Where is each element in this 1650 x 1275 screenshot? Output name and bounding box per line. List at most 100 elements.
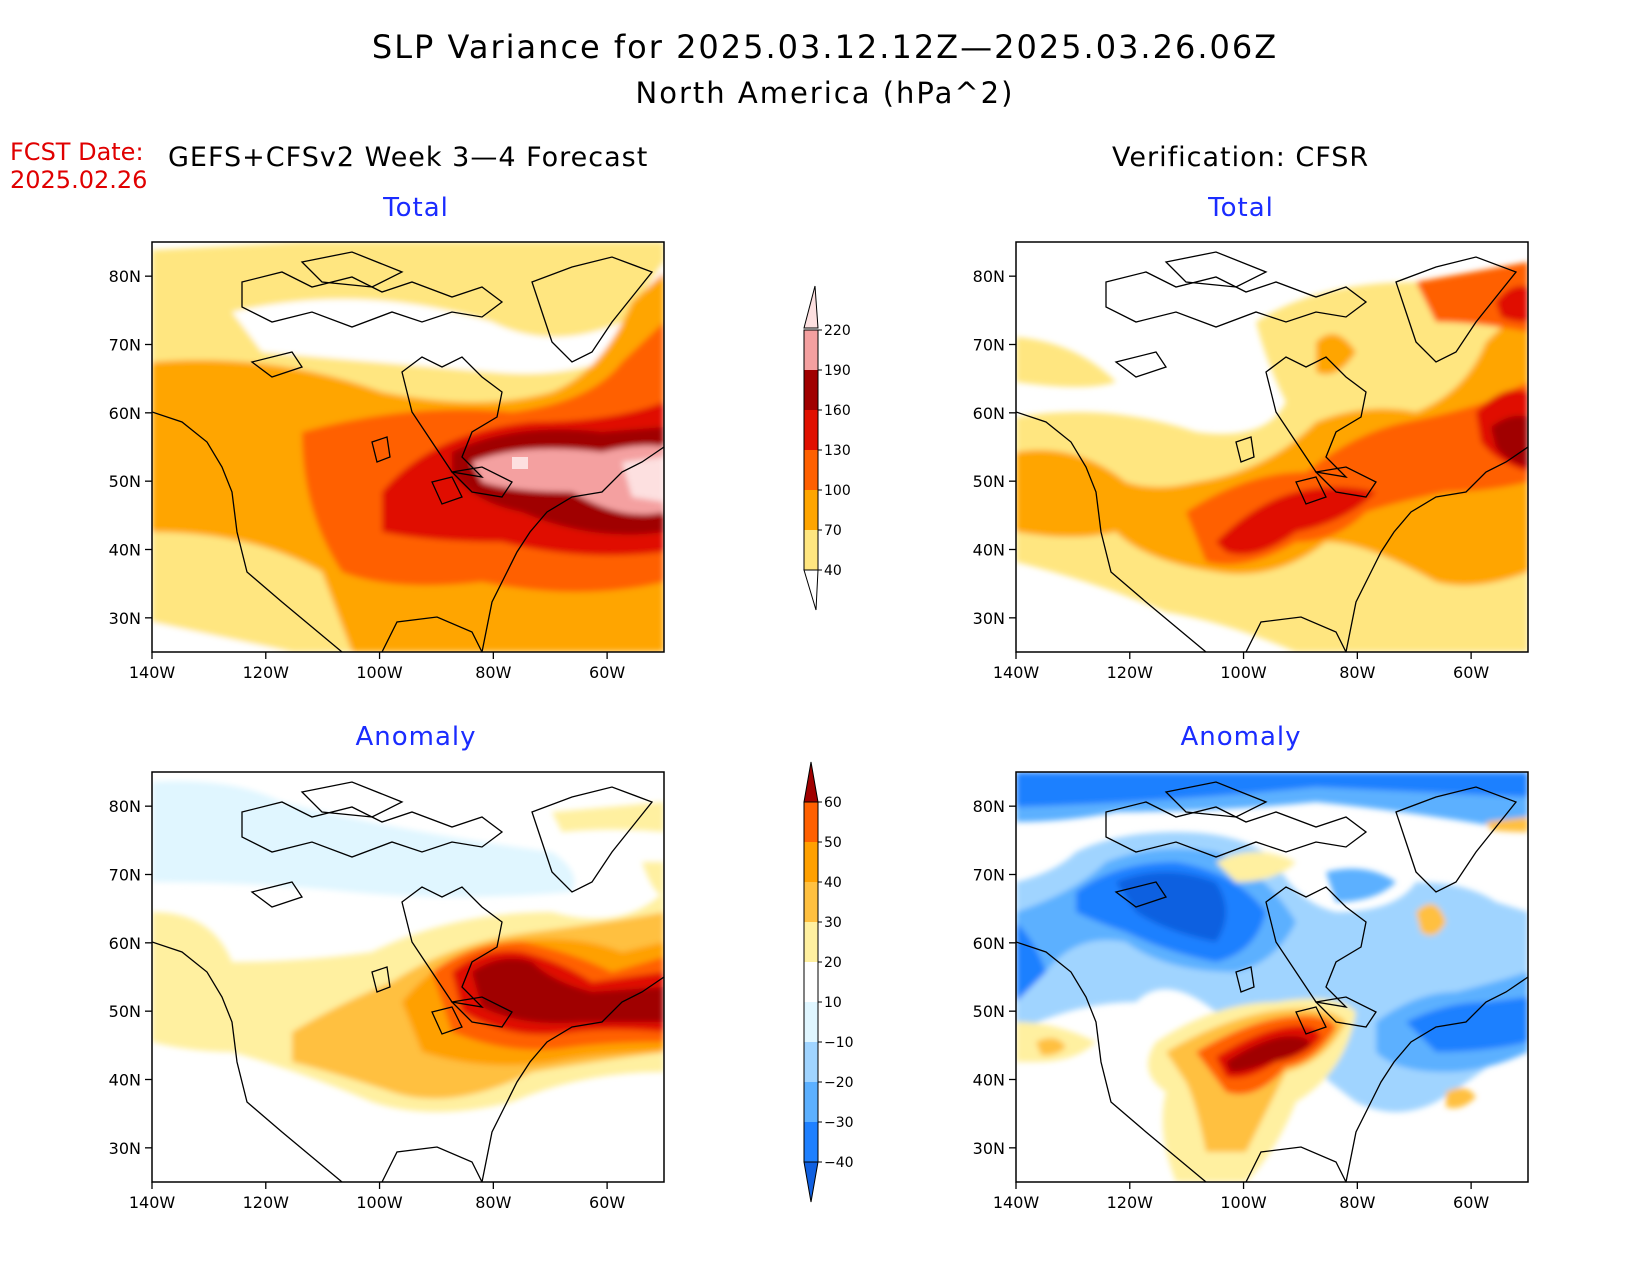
lat-tick-label: 30N — [973, 1139, 1005, 1158]
lat-tick-label: 70N — [109, 866, 141, 885]
coastlines-4 — [1016, 781, 1528, 1182]
colorbar-tick-label: 30 — [824, 915, 842, 931]
colorbar-segment — [804, 410, 818, 450]
lon-tick-label: 120W — [1107, 663, 1154, 682]
lon-tick-label: 60W — [589, 1193, 625, 1212]
lon-tick-label: 140W — [129, 663, 176, 682]
colorbar-segment — [804, 1042, 818, 1082]
main-subtitle: North America (hPa^2) — [635, 76, 1015, 110]
colorbar-tick-label: 60 — [824, 795, 842, 811]
fcst-date-label: FCST Date: — [10, 138, 144, 166]
lon-tick-label: 100W — [1220, 663, 1267, 682]
colorbar-segment — [804, 530, 818, 570]
coastlines-3 — [152, 781, 664, 1182]
main-title: SLP Variance for 2025.03.12.12Z—2025.03.… — [371, 28, 1279, 66]
map-verification-total — [1015, 241, 1529, 653]
lat-tick-label: 80N — [973, 267, 1005, 286]
colorbar-tick-label: −40 — [824, 1155, 854, 1171]
verification-total-title: Total — [1208, 193, 1274, 223]
colorbar-tick-label: 50 — [824, 835, 842, 851]
lat-tick-label: 60N — [973, 934, 1005, 953]
colorbar-tick-label: 220 — [824, 323, 851, 339]
fcst-date-value: 2025.02.26 — [10, 166, 148, 194]
coastlines-2 — [1016, 251, 1528, 652]
lat-tick-label: 60N — [973, 404, 1005, 423]
lat-tick-label: 50N — [973, 1002, 1005, 1021]
lat-tick-label: 30N — [973, 609, 1005, 628]
lon-tick-label: 140W — [129, 1193, 176, 1212]
lat-tick-label: 40N — [109, 1071, 141, 1090]
lat-tick-label: 50N — [109, 1002, 141, 1021]
lat-tick-label: 70N — [109, 336, 141, 355]
lat-tick-label: 70N — [973, 336, 1005, 355]
lat-tick-label: 60N — [109, 934, 141, 953]
lon-tick-label: 60W — [1453, 663, 1489, 682]
forecast-heading: GEFS+CFSv2 Week 3—4 Forecast — [168, 142, 649, 173]
lat-tick-label: 50N — [109, 472, 141, 491]
colorbar-segment — [804, 1082, 818, 1122]
lat-tick-label: 70N — [973, 866, 1005, 885]
colorbar-segment — [804, 802, 818, 842]
colorbar-tick-label: 40 — [824, 563, 842, 579]
lat-tick-label: 80N — [109, 267, 141, 286]
lon-tick-label: 120W — [243, 663, 290, 682]
lon-tick-label: 60W — [589, 663, 625, 682]
verification-anomaly-title: Anomaly — [1180, 722, 1302, 752]
colorbar-end — [803, 285, 819, 329]
lon-tick-label: 100W — [1220, 1193, 1267, 1212]
lat-tick-label: 40N — [109, 541, 141, 560]
lat-tick-label: 60N — [109, 404, 141, 423]
colorbar-segment — [804, 922, 818, 962]
fcst-date-block: FCST Date: 2025.02.26 — [10, 138, 147, 194]
colorbar-tick-label: −30 — [824, 1115, 854, 1131]
lon-tick-label: 80W — [1339, 663, 1375, 682]
colorbar-segment — [804, 842, 818, 882]
colorbar-segment — [804, 330, 818, 370]
colorbar-segment — [804, 370, 818, 410]
lon-tick-label: 100W — [356, 1193, 403, 1212]
colorbar-end — [803, 1161, 819, 1203]
lat-tick-label: 80N — [973, 797, 1005, 816]
colorbar-tick-label: 130 — [824, 443, 851, 459]
colorbar-segment — [804, 962, 818, 1002]
panel-axes: 80N 70N 60N 50N 40N 30N 140W 120W 100W 80W 60W — [109, 797, 626, 1212]
axes-labels: 80N 70N 60N 50N 40N 30N 140W 120W 100W 80W 60W 80N 7… — [109, 267, 1490, 1212]
colorbar-segment — [804, 882, 818, 922]
forecast-anomaly-title: Anomaly — [355, 722, 477, 752]
map-forecast-anomaly — [151, 771, 665, 1183]
colorbar-tick-label: 100 — [824, 483, 851, 499]
colorbar-tick-label: 160 — [824, 403, 851, 419]
colorbar-tick-label: 10 — [824, 995, 842, 1011]
lat-tick-label: 30N — [109, 609, 141, 628]
lat-tick-label: 80N — [109, 797, 141, 816]
lat-tick-label: 40N — [973, 541, 1005, 560]
lon-tick-label: 140W — [993, 1193, 1040, 1212]
lon-tick-label: 120W — [1107, 1193, 1154, 1212]
lon-tick-label: 60W — [1453, 1193, 1489, 1212]
colorbar-tick-label: 40 — [824, 875, 842, 891]
map-forecast-total — [151, 241, 665, 653]
colorbar-end — [803, 569, 819, 611]
panel-axes: 80N 70N 60N 50N 40N 30N 140W 120W 100W 80W 60W — [973, 797, 1490, 1212]
forecast-total-title: Total — [383, 193, 449, 223]
lat-tick-label: 30N — [109, 1139, 141, 1158]
colorbar-segment — [804, 450, 818, 490]
colorbar-anomaly: −40 −30 −20 −10 10 20 30 40 50 60 — [803, 761, 854, 1203]
lon-tick-label: 140W — [993, 663, 1040, 682]
lat-tick-label: 40N — [973, 1071, 1005, 1090]
lon-tick-label: 80W — [475, 663, 511, 682]
map-verification-anomaly — [1015, 771, 1529, 1183]
lon-tick-label: 80W — [1339, 1193, 1375, 1212]
colorbar-total: 40 70 100 130 160 190 220 — [803, 285, 851, 611]
colorbar-tick-label: −20 — [824, 1075, 854, 1091]
colorbar-tick-label: 190 — [824, 363, 851, 379]
verification-heading: Verification: CFSR — [1112, 142, 1370, 173]
colorbar-tick-label: −10 — [824, 1035, 854, 1051]
colorbar-segment — [804, 1122, 818, 1162]
colorbar-end — [803, 761, 819, 803]
colorbar-tick-label: 70 — [824, 523, 842, 539]
lon-tick-label: 100W — [356, 663, 403, 682]
lat-tick-label: 50N — [973, 472, 1005, 491]
colorbar-segment — [804, 490, 818, 530]
